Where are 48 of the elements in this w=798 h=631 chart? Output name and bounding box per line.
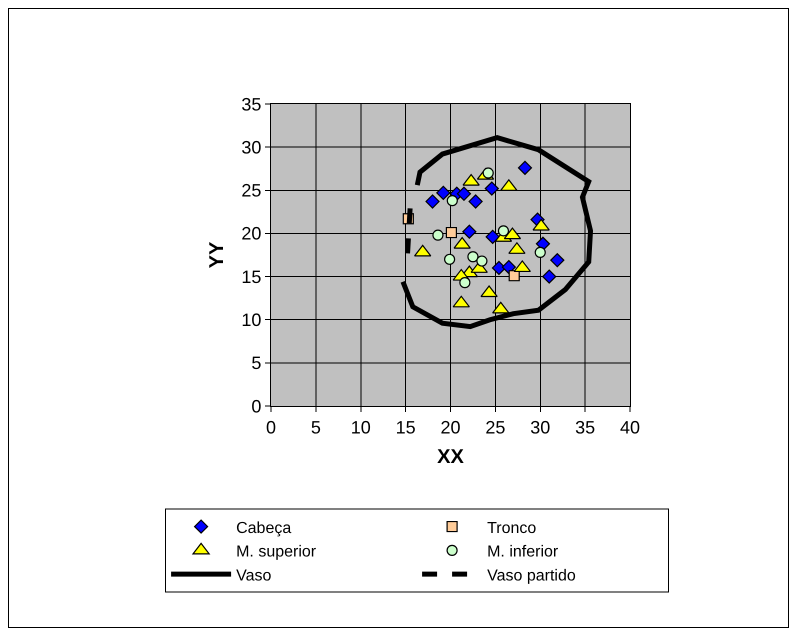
- point: [414, 244, 432, 257]
- point: [459, 277, 470, 288]
- point: [432, 230, 444, 241]
- legend-label: Cabeça: [236, 520, 292, 537]
- point: [542, 269, 556, 284]
- legend-label: M. inferior: [487, 544, 559, 561]
- legend-label: Tronco: [487, 520, 536, 537]
- point: [456, 186, 472, 201]
- point: [502, 260, 516, 274]
- point: [462, 224, 476, 239]
- x-tick-label: 5: [310, 418, 321, 438]
- point: [486, 230, 500, 244]
- legend-label: Vaso partido: [487, 567, 576, 584]
- x-axis-title: XX: [437, 446, 464, 468]
- x-tick-label: 0: [266, 418, 276, 438]
- legend-label: M. superior: [236, 544, 317, 561]
- x-tick-label: 20: [440, 418, 461, 438]
- y-tick-label: 0: [251, 396, 262, 416]
- point: [484, 181, 499, 196]
- y-tick-label: 20: [241, 224, 262, 244]
- point: [534, 246, 546, 258]
- point: [446, 195, 458, 206]
- point: [444, 254, 456, 265]
- x-tick-label: 30: [530, 418, 550, 438]
- point: [550, 253, 564, 268]
- point: [508, 270, 520, 282]
- point: [468, 194, 483, 209]
- x-tick-label: 25: [485, 418, 506, 438]
- x-tick-label: 15: [396, 418, 416, 438]
- x-tick-label: 10: [350, 418, 371, 438]
- point: [514, 260, 531, 272]
- point: [467, 251, 479, 262]
- point: [425, 194, 440, 209]
- point: [498, 225, 510, 236]
- y-tick-label: 5: [251, 353, 262, 374]
- y-tick-label: 35: [241, 94, 262, 114]
- x-tick-label: 40: [620, 418, 640, 438]
- point: [518, 160, 532, 175]
- x-tick-label: 35: [575, 418, 596, 438]
- y-tick-label: 30: [241, 137, 262, 158]
- legend-label: Vaso: [236, 567, 272, 584]
- point: [446, 226, 457, 238]
- point: [476, 255, 488, 267]
- y-tick-label: 25: [241, 180, 262, 201]
- y-tick-label: 15: [241, 266, 262, 287]
- y-axis-title: YY: [206, 241, 228, 268]
- y-tick-label: 10: [241, 310, 262, 330]
- point: [436, 186, 450, 200]
